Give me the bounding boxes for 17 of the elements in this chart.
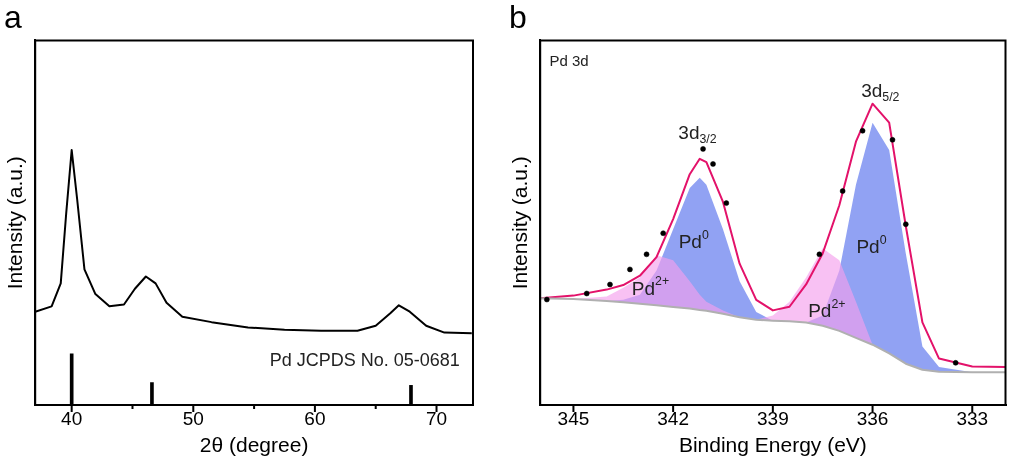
text: Pd 3d	[549, 52, 589, 70]
chart-title: a	[4, 0, 22, 36]
x-tick-label: 336	[856, 407, 889, 429]
x-tick-label: 50	[182, 407, 204, 429]
x-axis-title: Binding Energy (eV)	[678, 433, 867, 457]
x-tick-label: 345	[557, 407, 590, 429]
x-axis-title: 2θ (degree)	[199, 433, 309, 457]
x-tick-label: 60	[304, 407, 326, 429]
chart-title: b	[509, 0, 527, 36]
x-tick-label: 40	[61, 407, 83, 429]
x-tick-label: 342	[657, 407, 689, 429]
y-axis-title: Intensity (a.u.)	[3, 156, 27, 290]
x-tick-label: 339	[757, 407, 789, 429]
x-tick-label: 333	[956, 407, 989, 429]
annotation: Pd JCPDS No. 05-0681	[269, 350, 460, 371]
x-tick-label: 70	[425, 407, 448, 429]
y-axis-title: Intensity (a.u.)	[508, 156, 532, 290]
